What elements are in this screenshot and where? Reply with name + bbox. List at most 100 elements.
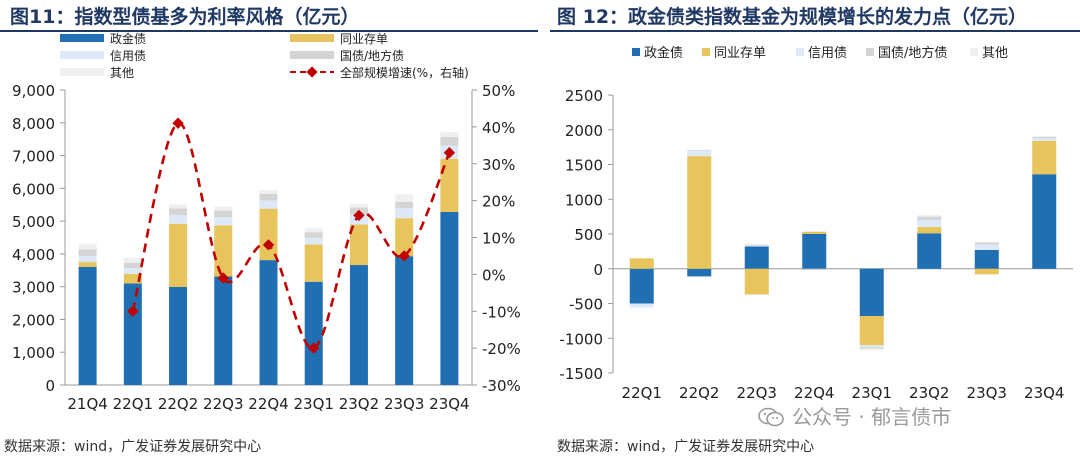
left-source-note: 数据来源：wind，广发证券发展研究中心 (4, 439, 262, 455)
bar-segment (859, 348, 884, 351)
bar-segment (1032, 174, 1057, 269)
bar-segment (395, 218, 414, 257)
bar-segment (214, 225, 233, 277)
x-tick-label: 23Q1 (852, 384, 892, 402)
y-tick-label: 9,000 (12, 82, 55, 100)
y-tick-label: 1,000 (12, 344, 55, 362)
x-tick-label: 22Q3 (737, 384, 777, 402)
bar-segment (859, 345, 884, 348)
right-chart-title: 图 12：政金债类指数基金为规模增长的发力点（亿元） (557, 6, 1028, 28)
bar-segment (1032, 136, 1057, 139)
y2-tick-label: 40% (482, 119, 515, 137)
bar-segment (440, 131, 459, 137)
bar-segment (1032, 140, 1057, 175)
bar-segment (169, 286, 188, 385)
bar-segment (214, 210, 233, 218)
bar-segment (214, 206, 233, 211)
legend-label: 同业存单 (714, 46, 766, 61)
bar-segment (304, 228, 323, 233)
left-chart-title: 图11：指数型债基多为利率风格（亿元） (10, 6, 360, 28)
left-title-rule (0, 30, 538, 32)
bar-segment (123, 273, 142, 284)
legend-swatch-2 (702, 48, 710, 56)
legend-label: 国债/地方债 (878, 45, 947, 61)
y2-tick-label: 30% (482, 156, 515, 174)
y-tick-label: 0 (45, 377, 55, 395)
bar-segment (78, 262, 97, 267)
bar-segment (123, 268, 142, 274)
x-tick-label: 23Q2 (339, 395, 379, 413)
bar-segment (349, 224, 368, 266)
legend-label: 信用债 (110, 49, 146, 63)
right-title-rule (550, 30, 1080, 32)
legend-swatch-5 (970, 48, 978, 56)
y-tick-label: 2,000 (12, 311, 55, 329)
bar-segment (687, 150, 712, 157)
bar-segment (974, 242, 999, 245)
bar-segment (349, 265, 368, 385)
legend-label: 其他 (982, 46, 1008, 61)
y-tick-label: 1000 (565, 191, 603, 209)
y2-tick-label: 20% (482, 193, 515, 211)
bar-segment (802, 268, 827, 271)
y2-tick-label: 50% (482, 82, 515, 100)
bar-segment (744, 268, 769, 295)
bar-segment (687, 156, 712, 269)
bar-segment (744, 246, 769, 269)
y2-tick-label: -20% (482, 340, 521, 358)
bar-segment (169, 208, 188, 215)
wechat-logo-icon (758, 407, 784, 427)
bar-segment (859, 316, 884, 346)
legend-label: 国债/地方债 (340, 48, 404, 63)
bar-segment (629, 268, 654, 304)
growth-line (131, 121, 451, 350)
bar-segment (917, 215, 942, 217)
growth-point (443, 147, 456, 159)
bar-segment (214, 276, 233, 385)
x-tick-label: 23Q1 (294, 395, 334, 413)
bar-segment (917, 233, 942, 269)
growth-point (308, 342, 320, 354)
bar-segment (123, 262, 142, 269)
bar-segment (259, 189, 278, 194)
bar-segment (974, 268, 999, 275)
bar-segment (259, 208, 278, 261)
bar-segment (123, 257, 142, 263)
bar-segment (78, 249, 97, 256)
y-tick-label: -1500 (559, 365, 603, 383)
bar-segment (974, 249, 999, 269)
x-tick-label: 21Q4 (67, 395, 107, 413)
bar-segment (395, 194, 414, 202)
bar-segment (78, 267, 97, 385)
y-tick-label: 5,000 (12, 213, 55, 231)
growth-point (398, 250, 410, 262)
bar-segment (802, 231, 827, 232)
bar-segment (687, 268, 712, 277)
y2-tick-label: 10% (482, 230, 515, 248)
bar-segment (917, 220, 942, 228)
bar-segment (259, 193, 278, 201)
growth-point (353, 209, 365, 222)
bar-segment (78, 243, 97, 250)
legend-swatch-3 (796, 48, 804, 56)
y-tick-label: 500 (574, 226, 603, 244)
y2-tick-label: -30% (482, 377, 521, 395)
legend-swatch-1 (632, 48, 640, 56)
watermark: 公众号 · 郁言债市 (758, 401, 951, 430)
bar-segment (744, 244, 769, 246)
legend-swatch-3 (60, 51, 104, 59)
legend-label: 全部规模增速(%，右轴) (340, 65, 469, 80)
bar-segment (687, 149, 712, 151)
legend-swatch-2 (290, 34, 334, 42)
legend-swatch-4 (290, 51, 334, 59)
legend-label: 其他 (110, 66, 134, 80)
x-tick-label: 23Q3 (384, 395, 424, 413)
bar-segment (802, 234, 827, 269)
y-tick-label: 0 (593, 261, 603, 279)
bar-segment (259, 260, 278, 385)
x-tick-label: 22Q1 (113, 395, 153, 413)
legend-swatch-5 (60, 68, 104, 76)
y2-tick-label: -10% (482, 303, 521, 321)
x-tick-label: 22Q3 (203, 395, 243, 413)
